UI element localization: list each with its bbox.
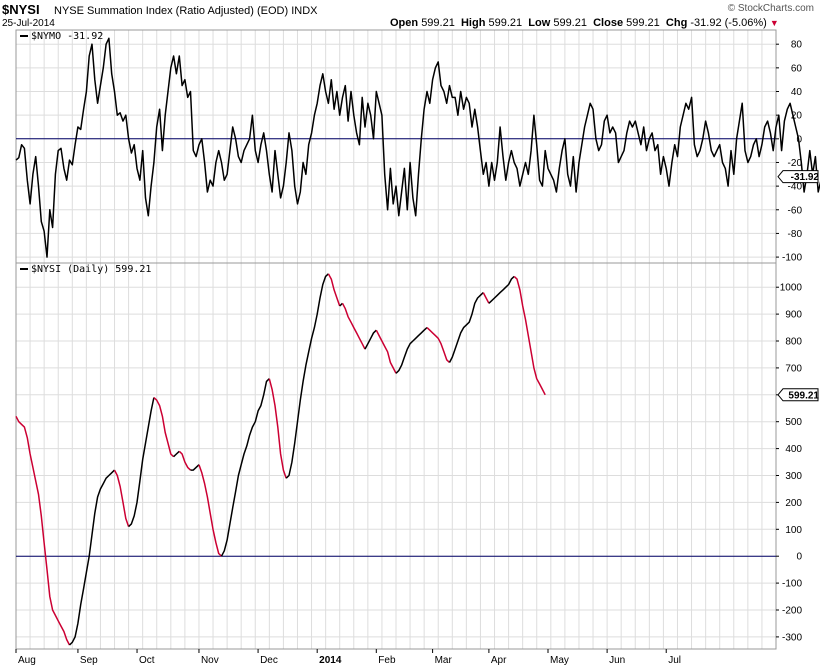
x-axis: Aug Sep Oct Nov Dec 2014 Feb Mar Apr May Jun Jul — [15, 649, 681, 666]
y-tick-label: 300 — [785, 471, 802, 482]
down-triangle-icon: ▼ — [769, 18, 779, 28]
y-tick-label: 20 — [791, 111, 803, 122]
y-tick-label: 0 — [796, 134, 802, 145]
y-axis: 806040200-20-40-60-80-100-31.92100090080… — [776, 40, 820, 643]
exchange: INDX — [291, 5, 318, 17]
brand-logo: © StockCharts.com — [727, 3, 814, 14]
last-value-label: 599.21 — [788, 390, 819, 401]
nysi-falling-segment — [341, 302, 366, 350]
nysi-rising-segment — [68, 469, 116, 646]
x-tick-label: Sep — [80, 655, 98, 666]
x-tick-label: May — [550, 655, 569, 666]
x-tick-label: Oct — [139, 655, 155, 666]
description-text: NYSE Summation Index (Ratio Adjusted) (E… — [54, 5, 289, 17]
y-tick-label: 0 — [796, 552, 802, 563]
nysi-rising-segment — [364, 329, 377, 350]
y-tick-label: -40 — [788, 182, 803, 193]
last-value-box — [777, 170, 819, 184]
nysi-falling-segment — [153, 396, 175, 458]
y-tick-label: 900 — [785, 310, 802, 321]
x-tick-label: Jun — [609, 655, 625, 666]
y-tick-label: -80 — [788, 229, 803, 240]
nysi-rising-segment — [173, 450, 180, 458]
quote-bar: Open 599.21 High 599.21 Low 599.21 Close… — [390, 17, 779, 29]
last-value-box — [777, 388, 819, 402]
nysi-rising-segment — [488, 275, 515, 304]
description: NYSE Summation Index (Ratio Adjusted) (E… — [54, 5, 318, 17]
y-tick-label: 80 — [791, 40, 803, 51]
low-value: 599.21 — [553, 17, 587, 29]
chg-value: -31.92 (-5.06%) — [690, 17, 767, 29]
panel-frame-bottom — [15, 262, 777, 650]
y-tick-label: -200 — [782, 605, 802, 616]
date: 25-Jul-2014 — [2, 18, 55, 29]
nysi-falling-segment — [198, 464, 223, 557]
y-tick-label: 1000 — [780, 283, 803, 294]
x-tick-label: Nov — [201, 655, 219, 666]
nysi-rising-segment — [128, 397, 155, 528]
y-tick-label: -20 — [788, 158, 803, 169]
x-tick-label: Apr — [491, 655, 507, 666]
open-value: 599.21 — [421, 17, 455, 29]
nysi-rising-segment — [285, 273, 329, 479]
y-tick-label: 40 — [791, 87, 803, 98]
y-tick-label: -300 — [782, 632, 802, 643]
y-tick-label: 400 — [785, 444, 802, 455]
last-value-label: -31.92 — [791, 172, 820, 183]
low-label: Low — [528, 17, 551, 29]
high-label: High — [460, 17, 486, 29]
legend-label: $NYMO -31.92 — [31, 31, 103, 42]
nysi-falling-segment — [375, 329, 397, 374]
nysi-falling-segment — [482, 292, 490, 304]
x-tick-label: Feb — [378, 655, 396, 666]
legend-label: $NYSI (Daily) 599.21 — [31, 264, 151, 275]
nysi-rising-segment — [190, 464, 200, 471]
x-tick-label: Mar — [435, 655, 453, 666]
open-label: Open — [390, 17, 419, 29]
x-tick-label: Dec — [260, 655, 278, 666]
nysi-falling-segment — [268, 378, 287, 479]
high-value: 599.21 — [488, 17, 523, 29]
close-value: 599.21 — [626, 17, 660, 29]
nymo-series-line — [15, 37, 820, 258]
nysi-falling-segment — [113, 469, 130, 527]
y-tick-label: 500 — [785, 417, 802, 428]
x-tick-label: Aug — [18, 655, 36, 666]
nysi-falling-segment — [426, 327, 451, 364]
nysi-falling-segment — [327, 273, 341, 307]
series: $NYMO -31.92 $NYSI (Daily) 599.21 — [15, 31, 820, 646]
y-tick-label: 700 — [785, 363, 802, 374]
x-tick-label: Jul — [668, 655, 681, 666]
panels — [15, 29, 777, 650]
nysi-rising-segment — [220, 378, 270, 557]
y-tick-label: -100 — [782, 253, 802, 264]
nysi-falling-segment — [15, 415, 71, 646]
y-tick-label: 800 — [785, 337, 802, 348]
y-tick-label: -60 — [788, 205, 803, 216]
y-tick-label: -100 — [782, 579, 802, 590]
y-tick-label: 200 — [785, 498, 802, 509]
symbol: $NYSI — [2, 2, 40, 17]
nysi-falling-segment — [178, 450, 192, 471]
x-tick-label: 2014 — [319, 655, 342, 666]
y-tick-label: 100 — [785, 525, 802, 536]
nysi-falling-segment — [513, 275, 546, 396]
close-label: Close — [593, 17, 624, 29]
nysi-rising-segment — [448, 292, 484, 363]
chg-label: Chg — [665, 17, 688, 29]
y-tick-label: 60 — [791, 63, 803, 74]
nysi-rising-segment — [395, 327, 428, 374]
